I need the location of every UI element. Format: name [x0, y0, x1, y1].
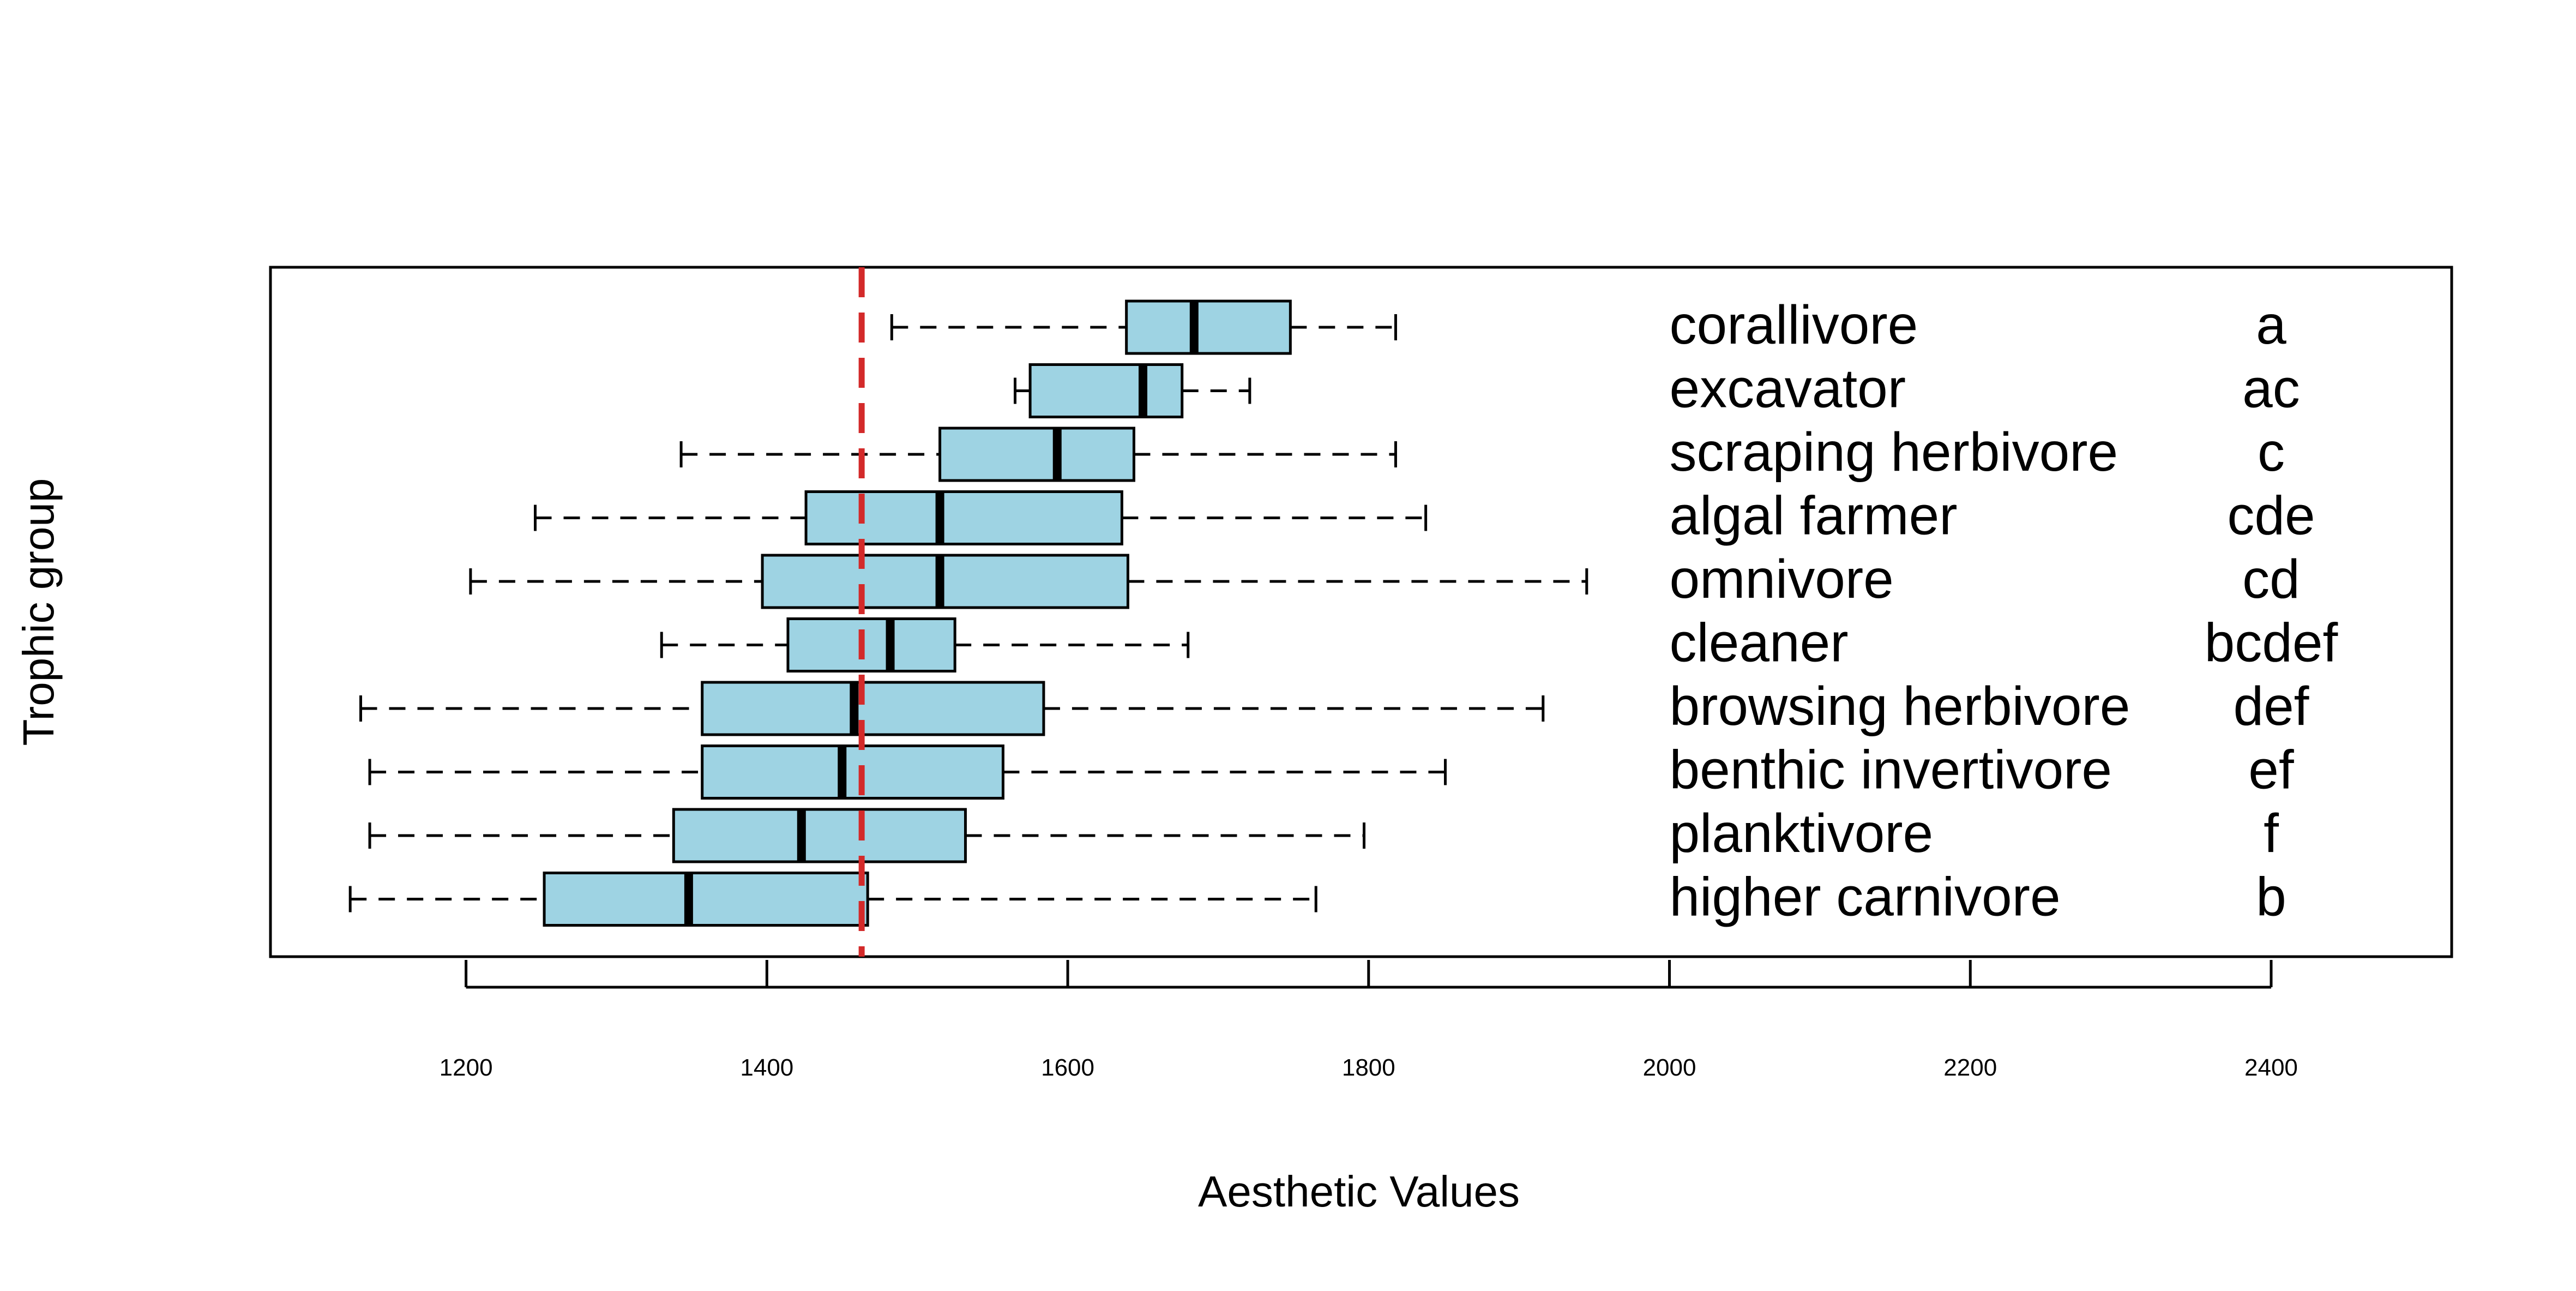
x-tick-label: 2000 [1643, 1054, 1696, 1081]
group-name-label: excavator [1670, 358, 1906, 419]
iqr-box [938, 427, 1135, 482]
group-name-label: corallivore [1670, 295, 1918, 356]
group-name-label: algal farmer [1670, 485, 1958, 547]
iqr-box [543, 872, 869, 927]
significance-letters: ef [2248, 740, 2294, 801]
significance-letters: bcdef [2205, 613, 2338, 674]
iqr-box [701, 744, 1004, 800]
iqr-box [1028, 363, 1184, 418]
box-higher-carnivore [348, 872, 1317, 927]
x-tick-label: 1600 [1041, 1054, 1094, 1081]
group-name-label: benthic invertivore [1670, 740, 2112, 801]
x-tick-label: 1200 [440, 1054, 493, 1081]
group-name-label: cleaner [1670, 613, 1849, 674]
y-axis-label: Trophic group [14, 478, 63, 746]
significance-letters: def [2233, 676, 2309, 737]
iqr-box [804, 490, 1123, 545]
x-tick-label: 1400 [740, 1054, 793, 1081]
box-benthic-invertivore [368, 744, 1447, 800]
x-tick-label: 2200 [1943, 1054, 1997, 1081]
box-planktivore [368, 808, 1366, 863]
significance-letters: ac [2242, 358, 2300, 419]
significance-letters: f [2264, 803, 2279, 864]
iqr-box [786, 617, 956, 672]
iqr-box [761, 554, 1129, 609]
significance-letters: cde [2227, 485, 2315, 547]
significance-letters: b [2256, 867, 2286, 928]
plot-frame [269, 266, 2453, 958]
box-browsing-herbivore [359, 681, 1545, 736]
box-corallivore [890, 299, 1397, 355]
group-name-label: browsing herbivore [1670, 676, 2130, 737]
significance-letters: cd [2242, 549, 2300, 610]
x-axis: 1200 1400 1600 1800 2000 2200 2400 [440, 960, 2298, 1081]
box-omnivore [469, 554, 1588, 609]
x-tick-label: 2400 [2244, 1054, 2298, 1081]
significance-letters: a [2256, 295, 2286, 356]
group-name-label: higher carnivore [1670, 867, 2061, 928]
box-algal-farmer [534, 490, 1428, 545]
box-excavator [1014, 363, 1251, 418]
box-cleaner [660, 617, 1190, 672]
iqr-box [1125, 299, 1292, 355]
group-name-label: omnivore [1670, 549, 1894, 610]
iqr-box [672, 808, 967, 863]
box-scraping-herbivore [679, 427, 1397, 482]
boxes-layer [348, 299, 1588, 927]
x-axis-label: Aesthetic Values [1198, 1167, 1520, 1216]
significance-letters: c [2258, 422, 2285, 483]
iqr-box [701, 681, 1045, 736]
group-labels-layer: corallivore a excavator ac scraping herbivor… [1670, 295, 2338, 928]
group-name-label: planktivore [1670, 803, 1934, 864]
group-name-label: scraping herbivore [1670, 422, 2118, 483]
x-tick-label: 1800 [1342, 1054, 1395, 1081]
